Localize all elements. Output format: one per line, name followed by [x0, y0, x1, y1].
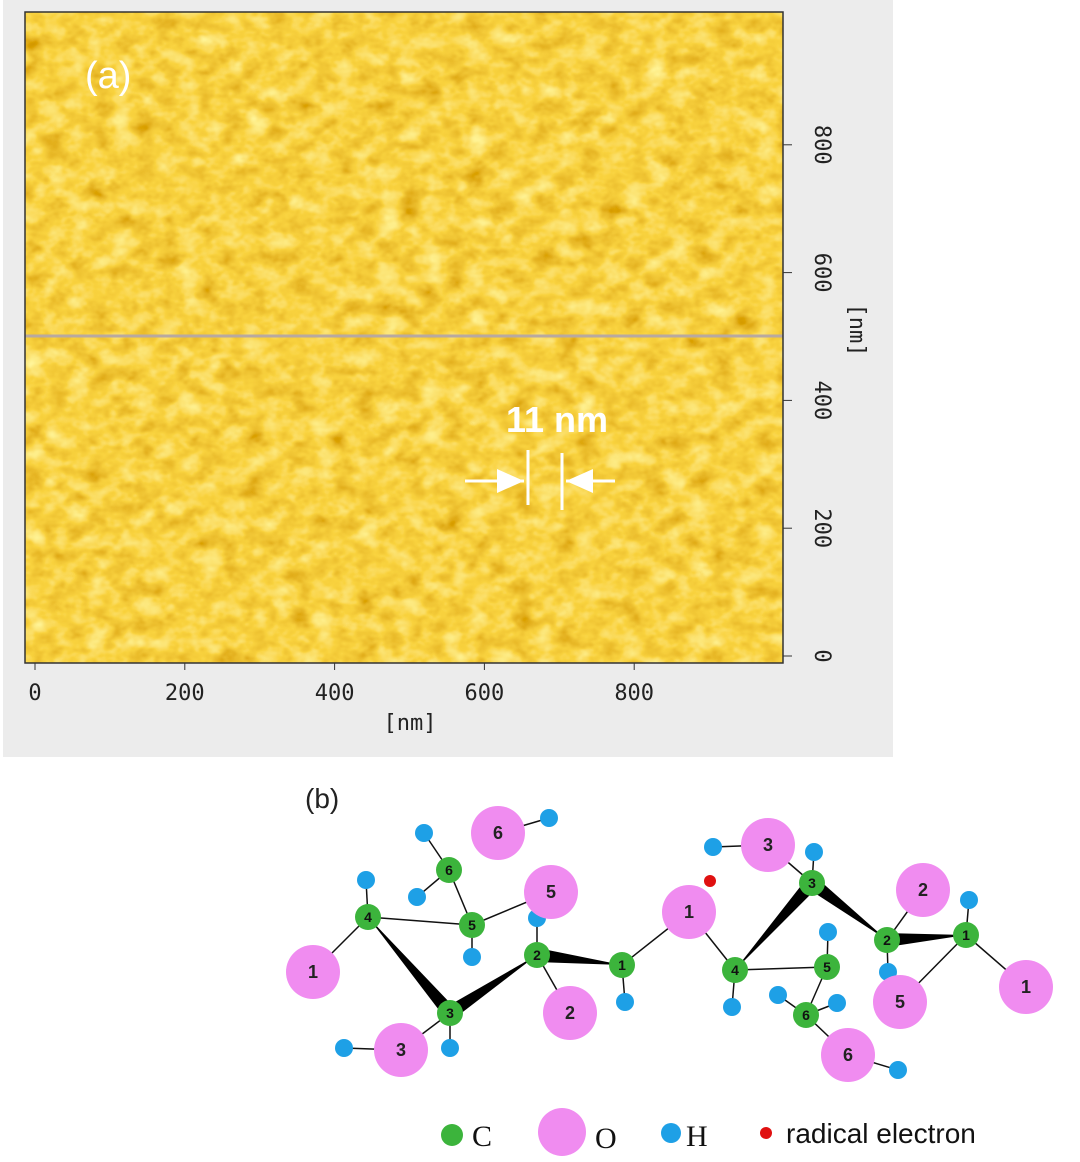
carbon-label: 6 — [802, 1007, 810, 1023]
oxygen-label: 1 — [1021, 977, 1031, 997]
carbon-label: 4 — [731, 962, 739, 978]
oxygen-atom — [896, 863, 950, 917]
bond — [734, 966, 828, 971]
legend-hydrogen-dot — [661, 1123, 681, 1143]
wedge-bond — [536, 948, 622, 965]
oxygen-label: 2 — [565, 1003, 575, 1023]
size-annotation: 11 nm — [506, 399, 608, 440]
carbon-atom — [874, 927, 900, 953]
x-axis-label: [nm] — [384, 711, 437, 736]
oxygen-atom — [543, 986, 597, 1040]
carbon-atom — [437, 1000, 463, 1026]
wedge-bond — [446, 955, 537, 1019]
oxygen-atom — [873, 975, 927, 1029]
hydrogen-atom — [805, 843, 823, 861]
carbon-atom — [793, 1002, 819, 1028]
carbon-atom — [459, 912, 485, 938]
oxygen-label: 2 — [918, 880, 928, 900]
oxygen-atom — [999, 960, 1053, 1014]
oxygen-label: 6 — [493, 823, 503, 843]
carbon-label: 3 — [446, 1005, 454, 1021]
oxygen-label: 3 — [763, 835, 773, 855]
oxygen-label: 5 — [546, 882, 556, 902]
carbon-label: 5 — [823, 959, 831, 975]
legend-hydrogen: H — [686, 1120, 708, 1153]
legend: C O H radical electron — [441, 1108, 976, 1156]
legend-oxygen-dot — [538, 1108, 586, 1156]
oxygen-atom — [374, 1023, 428, 1077]
carbon-label: 4 — [364, 909, 372, 925]
carbon-atom — [814, 954, 840, 980]
carbon-atom — [524, 942, 550, 968]
hydrogen-atom — [463, 948, 481, 966]
carbon-atom — [436, 857, 462, 883]
carbon-atom — [722, 957, 748, 983]
y-tick-label: 800 — [809, 125, 834, 165]
hydrogen-atom — [408, 888, 426, 906]
y-tick-label: 600 — [809, 253, 834, 293]
molecule: 6 5 1 2 3 1 3 2 5 1 6 4 6 5 2 3 1 4 5 3 2 1 6 — [286, 806, 1053, 1082]
image-frame — [24, 11, 784, 664]
carbon-label: 5 — [468, 917, 476, 933]
hydrogen-atom — [819, 923, 837, 941]
oxygen-atom — [471, 806, 525, 860]
x-tick-label: 800 — [614, 681, 654, 706]
legend-oxygen: O — [595, 1122, 617, 1155]
x-tick-label: 600 — [465, 681, 505, 706]
hydrogen-atom — [828, 994, 846, 1012]
carbon-label: 3 — [808, 875, 816, 891]
hydrogen-atom — [704, 838, 722, 856]
hydrogen-atom — [335, 1039, 353, 1057]
x-tick-label: 0 — [28, 681, 41, 706]
oxygen-atom — [821, 1028, 875, 1082]
wedge-bond — [368, 917, 456, 1018]
hydrogen-atom — [960, 891, 978, 909]
hydrogen-atom — [769, 986, 787, 1004]
carbon-label: 1 — [962, 927, 970, 943]
legend-radical: radical electron — [786, 1118, 976, 1149]
carbon-atom — [355, 904, 381, 930]
oxygen-atom — [741, 818, 795, 872]
x-tick-label: 200 — [165, 681, 205, 706]
carbon-label: 2 — [533, 947, 541, 963]
carbon-atom — [609, 952, 635, 978]
oxygen-label: 6 — [843, 1045, 853, 1065]
wedge-bond — [807, 877, 887, 940]
hydrogen-atom — [723, 998, 741, 1016]
oxygen-label: 1 — [684, 902, 694, 922]
hydrogen-atom — [415, 824, 433, 842]
oxygen-atom — [662, 885, 716, 939]
y-tick-label: 400 — [809, 381, 834, 421]
wedge-bond — [886, 933, 966, 947]
wedge-bond — [735, 878, 818, 970]
panel-b-label: (b) — [305, 783, 339, 814]
carbon-label: 2 — [883, 932, 891, 948]
carbon-label: 1 — [618, 957, 626, 973]
oxygen-label: 1 — [308, 962, 318, 982]
oxygen-label: 5 — [895, 992, 905, 1012]
carbon-atom — [953, 922, 979, 948]
hydrogen-atom — [441, 1039, 459, 1057]
radical-electron — [704, 875, 716, 887]
legend-carbon-dot — [441, 1124, 463, 1146]
carbon-label: 6 — [445, 862, 453, 878]
oxygen-atom — [286, 945, 340, 999]
hydrogen-atom — [357, 871, 375, 889]
y-tick-label: 0 — [809, 649, 834, 662]
legend-radical-dot — [760, 1127, 772, 1139]
hydrogen-atom — [616, 993, 634, 1011]
x-tick-label: 400 — [315, 681, 355, 706]
hydrogen-atom — [889, 1061, 907, 1079]
hydrogen-atom — [540, 809, 558, 827]
carbon-atom — [799, 870, 825, 896]
panel-a-label: (a) — [85, 55, 131, 97]
y-tick-label: 200 — [809, 508, 834, 548]
bond — [367, 916, 473, 926]
oxygen-atom — [524, 865, 578, 919]
oxygen-label: 3 — [396, 1040, 406, 1060]
y-axis-label: [nm] — [844, 304, 869, 357]
legend-carbon: C — [472, 1120, 492, 1153]
